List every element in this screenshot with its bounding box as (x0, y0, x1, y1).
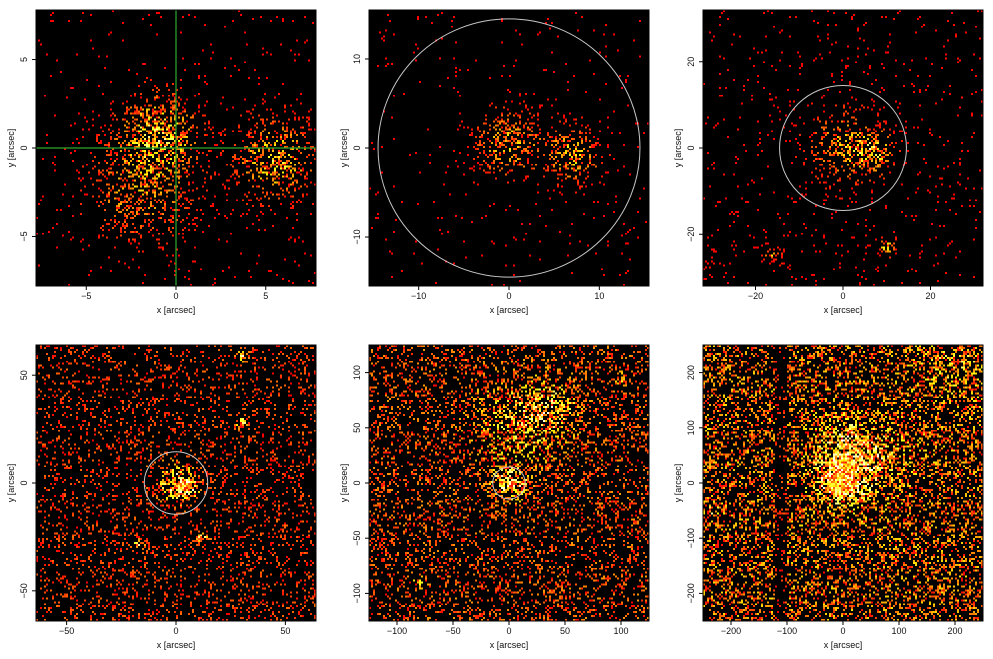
x-tick-label: 100 (613, 626, 628, 636)
y-tick-label: 200 (686, 365, 696, 380)
x-tick-label: 0 (840, 626, 845, 636)
x-tick-label: 0 (506, 291, 511, 301)
x-tick-label: 20 (925, 291, 935, 301)
panel-bottom-middle: −100 −50 0 50 100 −100 −50 0 50 100 x [arcsec] y [a… (339, 344, 650, 650)
y-tick-label: −5 (19, 231, 29, 241)
x-tick-label: −20 (748, 291, 763, 301)
y-tick-label: −100 (352, 583, 362, 603)
x-tick-label: −10 (411, 291, 426, 301)
x-tick-label: 100 (891, 626, 906, 636)
y-tick-label: 100 (686, 420, 696, 435)
y-tick-label: −20 (686, 227, 696, 242)
x-tick-label: −100 (387, 626, 407, 636)
x-tick-label: −5 (81, 291, 91, 301)
x-tick-label: 50 (560, 626, 570, 636)
y-tick-label: 10 (352, 54, 362, 64)
y-tick-label: 5 (19, 57, 29, 62)
panel-top-left: −5 0 5 −5 0 5 x [arcsec] y [arcsec] (6, 9, 317, 315)
x-axis-label: x [arcsec] (157, 640, 196, 650)
y-tick-label: 0 (19, 480, 29, 485)
y-axis-label: y [arcsec] (339, 129, 349, 168)
count-image (36, 345, 316, 621)
y-tick-label: 50 (352, 423, 362, 433)
x-tick-label: 0 (173, 291, 178, 301)
y-tick-label: 100 (352, 365, 362, 380)
x-axis-label: x [arcsec] (157, 305, 196, 315)
y-axis-label: y [arcsec] (339, 464, 349, 503)
x-tick-label: −200 (721, 626, 741, 636)
y-tick-label: 0 (352, 480, 362, 485)
y-tick-label: −10 (352, 229, 362, 244)
y-tick-label: 50 (19, 370, 29, 380)
panel-bottom-left: −50 0 50 −50 0 50 x [arcsec] y [arcsec] (6, 344, 317, 650)
y-tick-label: 20 (686, 57, 696, 67)
extraction-circle (779, 84, 907, 212)
y-axis-label: y [arcsec] (6, 129, 16, 168)
y-tick-label: −50 (352, 531, 362, 546)
x-tick-label: 0 (173, 626, 178, 636)
panel-top-right: −20 0 20 −20 0 20 x [arcsec] y [arcsec] (673, 9, 984, 315)
x-axis-label: x [arcsec] (490, 640, 529, 650)
x-tick-label: 200 (947, 626, 962, 636)
count-image (369, 345, 649, 621)
x-tick-label: −50 (445, 626, 460, 636)
x-axis-label: x [arcsec] (824, 640, 863, 650)
count-image (703, 10, 983, 286)
y-tick-label: 0 (352, 145, 362, 150)
y-tick-label: −200 (686, 583, 696, 603)
y-tick-label: −50 (19, 583, 29, 598)
x-tick-label: 50 (280, 626, 290, 636)
extraction-circle (377, 18, 641, 278)
y-axis-label: y [arcsec] (673, 129, 683, 168)
extraction-circle (143, 451, 209, 515)
y-tick-label: 0 (686, 145, 696, 150)
x-axis-label: x [arcsec] (490, 305, 529, 315)
count-image (703, 345, 983, 621)
y-axis-label: y [arcsec] (6, 464, 16, 503)
x-tick-label: −100 (777, 626, 797, 636)
y-axis-label: y [arcsec] (673, 464, 683, 503)
x-tick-label: 10 (594, 291, 604, 301)
x-tick-label: 0 (840, 291, 845, 301)
x-tick-label: 5 (263, 291, 268, 301)
x-tick-label: −50 (59, 626, 74, 636)
count-image (369, 10, 649, 286)
panel-bottom-right: −200 −100 0 100 200 −200 −100 0 100 200 x [arcsec]… (673, 344, 984, 650)
y-tick-label: −100 (686, 528, 696, 548)
x-axis-label: x [arcsec] (824, 305, 863, 315)
y-tick-label: 0 (19, 145, 29, 150)
panel-top-middle: −10 0 10 −10 0 10 x [arcsec] y [arcsec] (339, 9, 650, 315)
extraction-circle (492, 466, 526, 500)
y-tick-label: 0 (686, 480, 696, 485)
x-tick-label: 0 (506, 626, 511, 636)
